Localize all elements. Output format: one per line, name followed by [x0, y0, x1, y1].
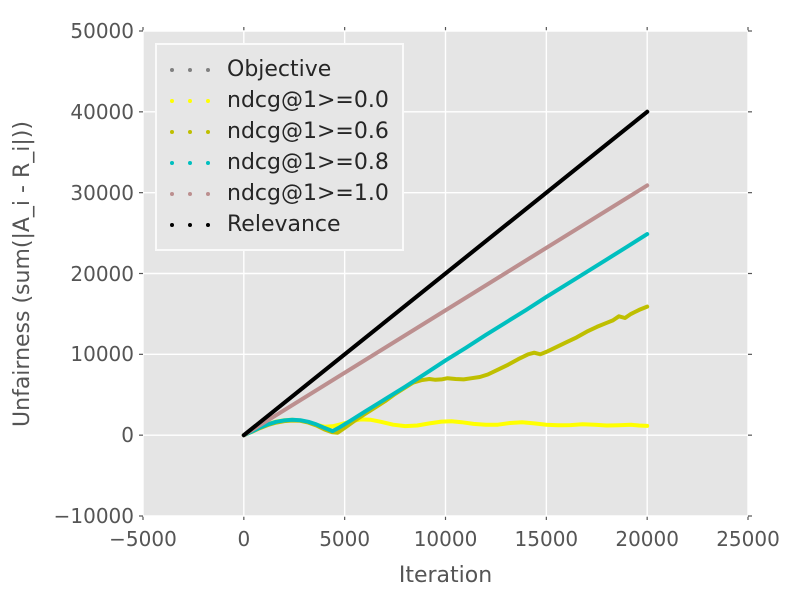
legend-marker-dot	[206, 191, 210, 196]
legend-marker-dot	[206, 222, 210, 227]
series-line-Relevance	[241, 109, 650, 438]
x-tick-label: 15000	[514, 527, 579, 551]
legend-item: Objective	[170, 54, 389, 85]
legend-item-label: ndcg@1>=0.6	[227, 119, 389, 144]
legend-marker-dot	[206, 129, 210, 134]
legend-marker-dot	[188, 191, 192, 196]
legend-marker-dot	[188, 67, 192, 72]
legend-marker-dot	[170, 222, 174, 227]
legend-marker-dot	[206, 67, 210, 72]
legend-item: Relevance	[170, 209, 389, 240]
series-line-ndcg@1>=1.0	[241, 183, 650, 438]
legend-dotted-line-marker	[170, 98, 210, 103]
legend-dotted-line-marker	[170, 67, 210, 72]
x-tick-label: 0	[237, 527, 251, 551]
x-tick-label: 20000	[615, 527, 679, 551]
legend-item: ndcg@1>=0.0	[170, 85, 389, 116]
y-tick-label: 50000	[70, 19, 134, 43]
legend-marker-dot	[170, 160, 174, 165]
legend-item: ndcg@1>=0.6	[170, 116, 389, 147]
legend-marker-dot	[206, 160, 210, 165]
x-tick-label: 25000	[716, 527, 780, 551]
legend-item-label: Relevance	[227, 212, 341, 237]
legend-marker-dot	[188, 160, 192, 165]
legend-dotted-line-marker	[170, 129, 210, 134]
x-tick-label: 5000	[319, 527, 371, 551]
legend-item-label: ndcg@1>=1.0	[227, 181, 389, 206]
legend-dotted-line-marker	[170, 160, 210, 165]
legend-item-label: ndcg@1>=0.0	[227, 88, 389, 113]
legend-item-label: Objective	[227, 57, 332, 82]
legend-dotted-line-marker	[170, 191, 210, 196]
x-axis-label: Iteration	[398, 563, 493, 588]
y-tick-label: −10000	[53, 504, 134, 528]
legend-marker-dot	[206, 98, 210, 103]
series-line-ndcg@1>=0.8	[241, 232, 650, 438]
legend-marker-dot	[170, 129, 174, 134]
x-tick-label: 10000	[413, 527, 478, 551]
y-tick-label: 0	[121, 423, 134, 448]
legend-marker-dot	[170, 67, 174, 72]
legend-marker-dot	[170, 191, 174, 196]
legend: Objective ndcg@1>=0.0 ndcg@1>=0.6 ndcg@1>=0…	[155, 43, 404, 251]
legend-marker-dot	[188, 98, 192, 103]
legend-dotted-line-marker	[170, 222, 210, 227]
legend-item: ndcg@1>=1.0	[170, 178, 389, 209]
y-tick-label: 20000	[70, 261, 134, 286]
legend-item: ndcg@1>=0.8	[170, 147, 389, 178]
y-axis-tick-labels: −10000 0 10000 20000 30000 40000 50000	[0, 0, 134, 600]
legend-marker-dot	[188, 129, 192, 134]
x-tick-label: −5000	[109, 527, 177, 551]
y-axis-label: Unfairness (sum(|A_i - R_i|))	[10, 121, 35, 427]
y-tick-label: 10000	[70, 342, 134, 367]
y-tick-label: 30000	[70, 180, 134, 205]
legend-marker-dot	[170, 98, 174, 103]
x-axis-tick-labels: −5000 0 5000 10000 15000 20000 25000	[0, 527, 800, 555]
y-tick-label: 40000	[70, 99, 134, 124]
legend-marker-dot	[188, 222, 192, 227]
legend-item-label: ndcg@1>=0.8	[227, 150, 389, 175]
